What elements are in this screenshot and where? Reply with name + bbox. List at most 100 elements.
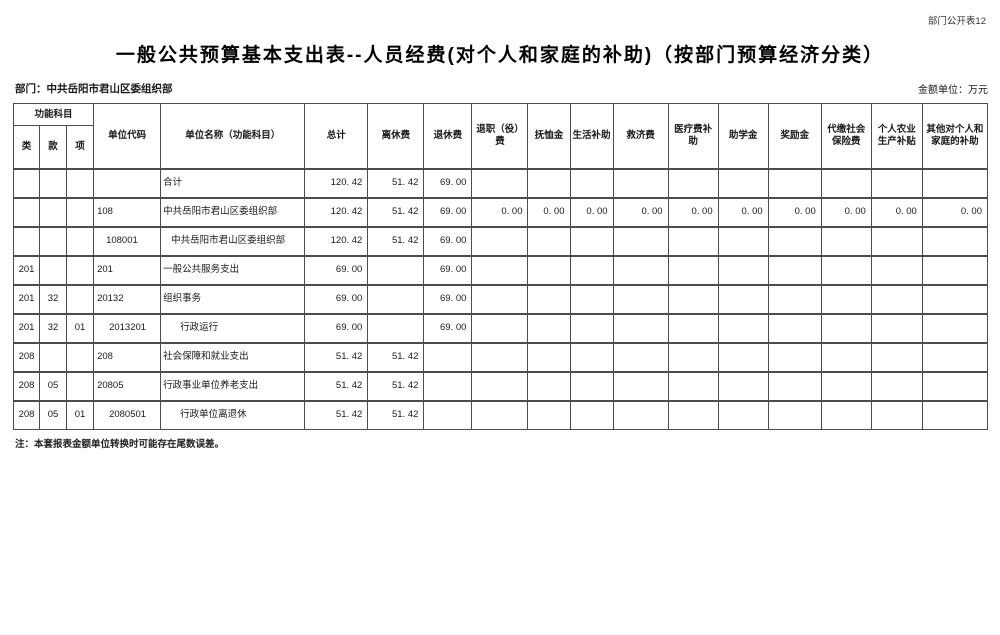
cell-amount: 69. 00 xyxy=(423,196,473,227)
cell-amount xyxy=(870,167,923,198)
cell-amount xyxy=(667,167,719,198)
cell-amount: 120. 42 xyxy=(304,225,369,256)
col-header-nongyebutie: 个人农业生产补贴 xyxy=(870,103,923,169)
cell-unit-code: 2080501 xyxy=(93,399,162,430)
cell-amount xyxy=(667,341,719,372)
cell-amount xyxy=(569,370,614,401)
cell-unit-code: 2013201 xyxy=(93,312,162,343)
cell-amount xyxy=(612,254,669,285)
cell-kuan xyxy=(39,225,68,256)
cell-amount: 0. 00 xyxy=(921,196,989,227)
cell-amount xyxy=(471,370,529,401)
cell-amount xyxy=(717,399,769,430)
col-header-qitabuzhu: 其他对个人和家庭的补助 xyxy=(921,103,989,169)
cell-amount xyxy=(820,254,872,285)
cell-amount xyxy=(717,283,769,314)
cell-amount xyxy=(527,167,571,198)
cell-amount xyxy=(527,341,571,372)
cell-xiang: 01 xyxy=(66,399,95,430)
cell-unit-name: 中共岳阳市君山区委组织部 xyxy=(160,225,306,256)
cell-amount xyxy=(767,312,822,343)
cell-amount xyxy=(717,341,769,372)
cell-amount: 51. 42 xyxy=(367,341,425,372)
cell-amount xyxy=(471,283,529,314)
cell-amount: 69. 00 xyxy=(423,225,473,256)
cell-amount: 0. 00 xyxy=(667,196,719,227)
cell-amount xyxy=(471,254,529,285)
cell-lei xyxy=(12,167,41,198)
cell-amount: 120. 42 xyxy=(304,167,369,198)
cell-amount xyxy=(870,312,923,343)
col-header-func-group: 功能科目 xyxy=(12,103,95,126)
cell-kuan xyxy=(39,196,68,227)
table-row: 108 中共岳阳市君山区委组织部 120. 42 51. 42 69. 00 0. 00 0… xyxy=(12,196,989,227)
cell-unit-code: 201 xyxy=(93,254,162,285)
cell-kuan: 32 xyxy=(39,312,68,343)
col-header-kuan: 款 xyxy=(39,125,68,169)
cell-amount xyxy=(471,341,529,372)
cell-amount xyxy=(767,167,822,198)
cell-amount xyxy=(612,370,669,401)
cell-amount xyxy=(717,254,769,285)
cell-amount xyxy=(667,283,719,314)
cell-amount xyxy=(820,370,872,401)
cell-amount xyxy=(820,399,872,430)
amount-unit-label: 金额单位：万元 xyxy=(918,85,988,96)
cell-amount xyxy=(870,225,923,256)
cell-amount xyxy=(612,225,669,256)
cell-amount xyxy=(569,399,614,430)
cell-unit-code: 20805 xyxy=(93,370,162,401)
cell-amount xyxy=(667,225,719,256)
cell-amount xyxy=(423,370,473,401)
page-title: 一般公共预算基本支出表--人员经费(对个人和家庭的补助)（按部门预算经济分类） xyxy=(115,45,885,66)
cell-amount xyxy=(527,399,571,430)
cell-kuan: 05 xyxy=(39,399,68,430)
cell-amount xyxy=(921,167,989,198)
cell-lei: 208 xyxy=(12,370,41,401)
cell-amount: 0. 00 xyxy=(870,196,923,227)
col-header-lei: 类 xyxy=(12,125,41,169)
cell-amount xyxy=(820,225,872,256)
cell-xiang xyxy=(66,196,95,227)
cell-amount xyxy=(767,341,822,372)
cell-amount xyxy=(717,167,769,198)
table-row: 208 208 社会保障和就业支出 51. 42 51. 42 xyxy=(12,341,989,372)
cell-amount xyxy=(820,341,872,372)
cell-lei: 201 xyxy=(12,254,41,285)
cell-xiang xyxy=(66,283,95,314)
cell-amount xyxy=(667,254,719,285)
col-header-unit-code: 单位代码 xyxy=(93,103,162,169)
cell-kuan xyxy=(39,167,68,198)
cell-amount xyxy=(820,312,872,343)
cell-amount xyxy=(870,283,923,314)
cell-unit-name: 社会保障和就业支出 xyxy=(160,341,306,372)
cell-amount: 69. 00 xyxy=(304,312,369,343)
cell-unit-name: 合计 xyxy=(160,167,306,198)
doc-sheet-label: 部门公开表12 xyxy=(927,16,986,27)
cell-kuan: 32 xyxy=(39,283,68,314)
cell-amount: 51. 42 xyxy=(367,196,425,227)
cell-amount xyxy=(767,370,822,401)
col-header-shenghuobuzhu: 生活补助 xyxy=(569,103,614,169)
footnote: 注：本套报表金额单位转换时可能存在尾数误差。 xyxy=(15,439,225,450)
cell-amount: 0. 00 xyxy=(612,196,669,227)
cell-amount xyxy=(612,167,669,198)
department-label: 部门：中共岳阳市君山区委组织部 xyxy=(15,83,173,95)
cell-amount xyxy=(667,399,719,430)
cell-amount xyxy=(471,167,529,198)
cell-xiang xyxy=(66,225,95,256)
cell-amount xyxy=(667,370,719,401)
cell-unit-name: 行政事业单位养老支出 xyxy=(160,370,306,401)
cell-amount xyxy=(767,225,822,256)
cell-lei: 208 xyxy=(12,341,41,372)
cell-unit-code: 208 xyxy=(93,341,162,372)
col-header-yiliaofeibuzhu: 医疗费补助 xyxy=(667,103,719,169)
cell-amount: 69. 00 xyxy=(423,167,473,198)
cell-amount xyxy=(612,283,669,314)
cell-lei: 201 xyxy=(12,312,41,343)
cell-amount: 0. 00 xyxy=(569,196,614,227)
cell-amount xyxy=(367,312,425,343)
cell-amount xyxy=(612,341,669,372)
cell-amount xyxy=(612,312,669,343)
table-row: 208 05 01 2080501 行政单位离退休 51. 42 51. 42 xyxy=(12,399,989,430)
